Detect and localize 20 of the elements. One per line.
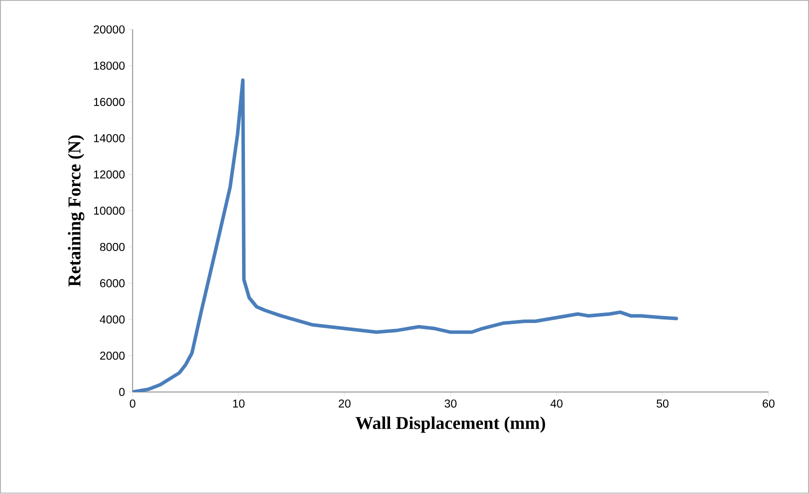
y-tick-label: 2000 — [100, 352, 125, 360]
x-tick-label: 30 — [444, 400, 457, 408]
x-tick-label: 10 — [233, 400, 245, 408]
y-tick-label: 14000 — [94, 134, 125, 142]
x-tick-label: 60 — [762, 400, 774, 408]
x-tick-label: 0 — [130, 400, 136, 408]
x-tick-label: 40 — [550, 400, 562, 408]
y-tick-label: 6000 — [100, 279, 125, 288]
x-tick-label: 50 — [656, 400, 668, 408]
y-tick-label: 0 — [119, 388, 125, 396]
y-tick-label: 16000 — [94, 98, 125, 106]
x-tick-label: 20 — [338, 400, 351, 408]
x-axis-title: Wall Displacement (mm) — [356, 416, 546, 433]
y-tick-label: 20000 — [94, 26, 125, 34]
y-tick-label: 10000 — [94, 206, 125, 215]
y-axis-title: Retaining Force (N) — [68, 136, 84, 287]
y-tick-label: 18000 — [94, 62, 125, 70]
y-tick-label: 4000 — [100, 316, 125, 324]
y-tick-label: 8000 — [100, 243, 125, 252]
y-tick-label: 12000 — [94, 170, 125, 179]
